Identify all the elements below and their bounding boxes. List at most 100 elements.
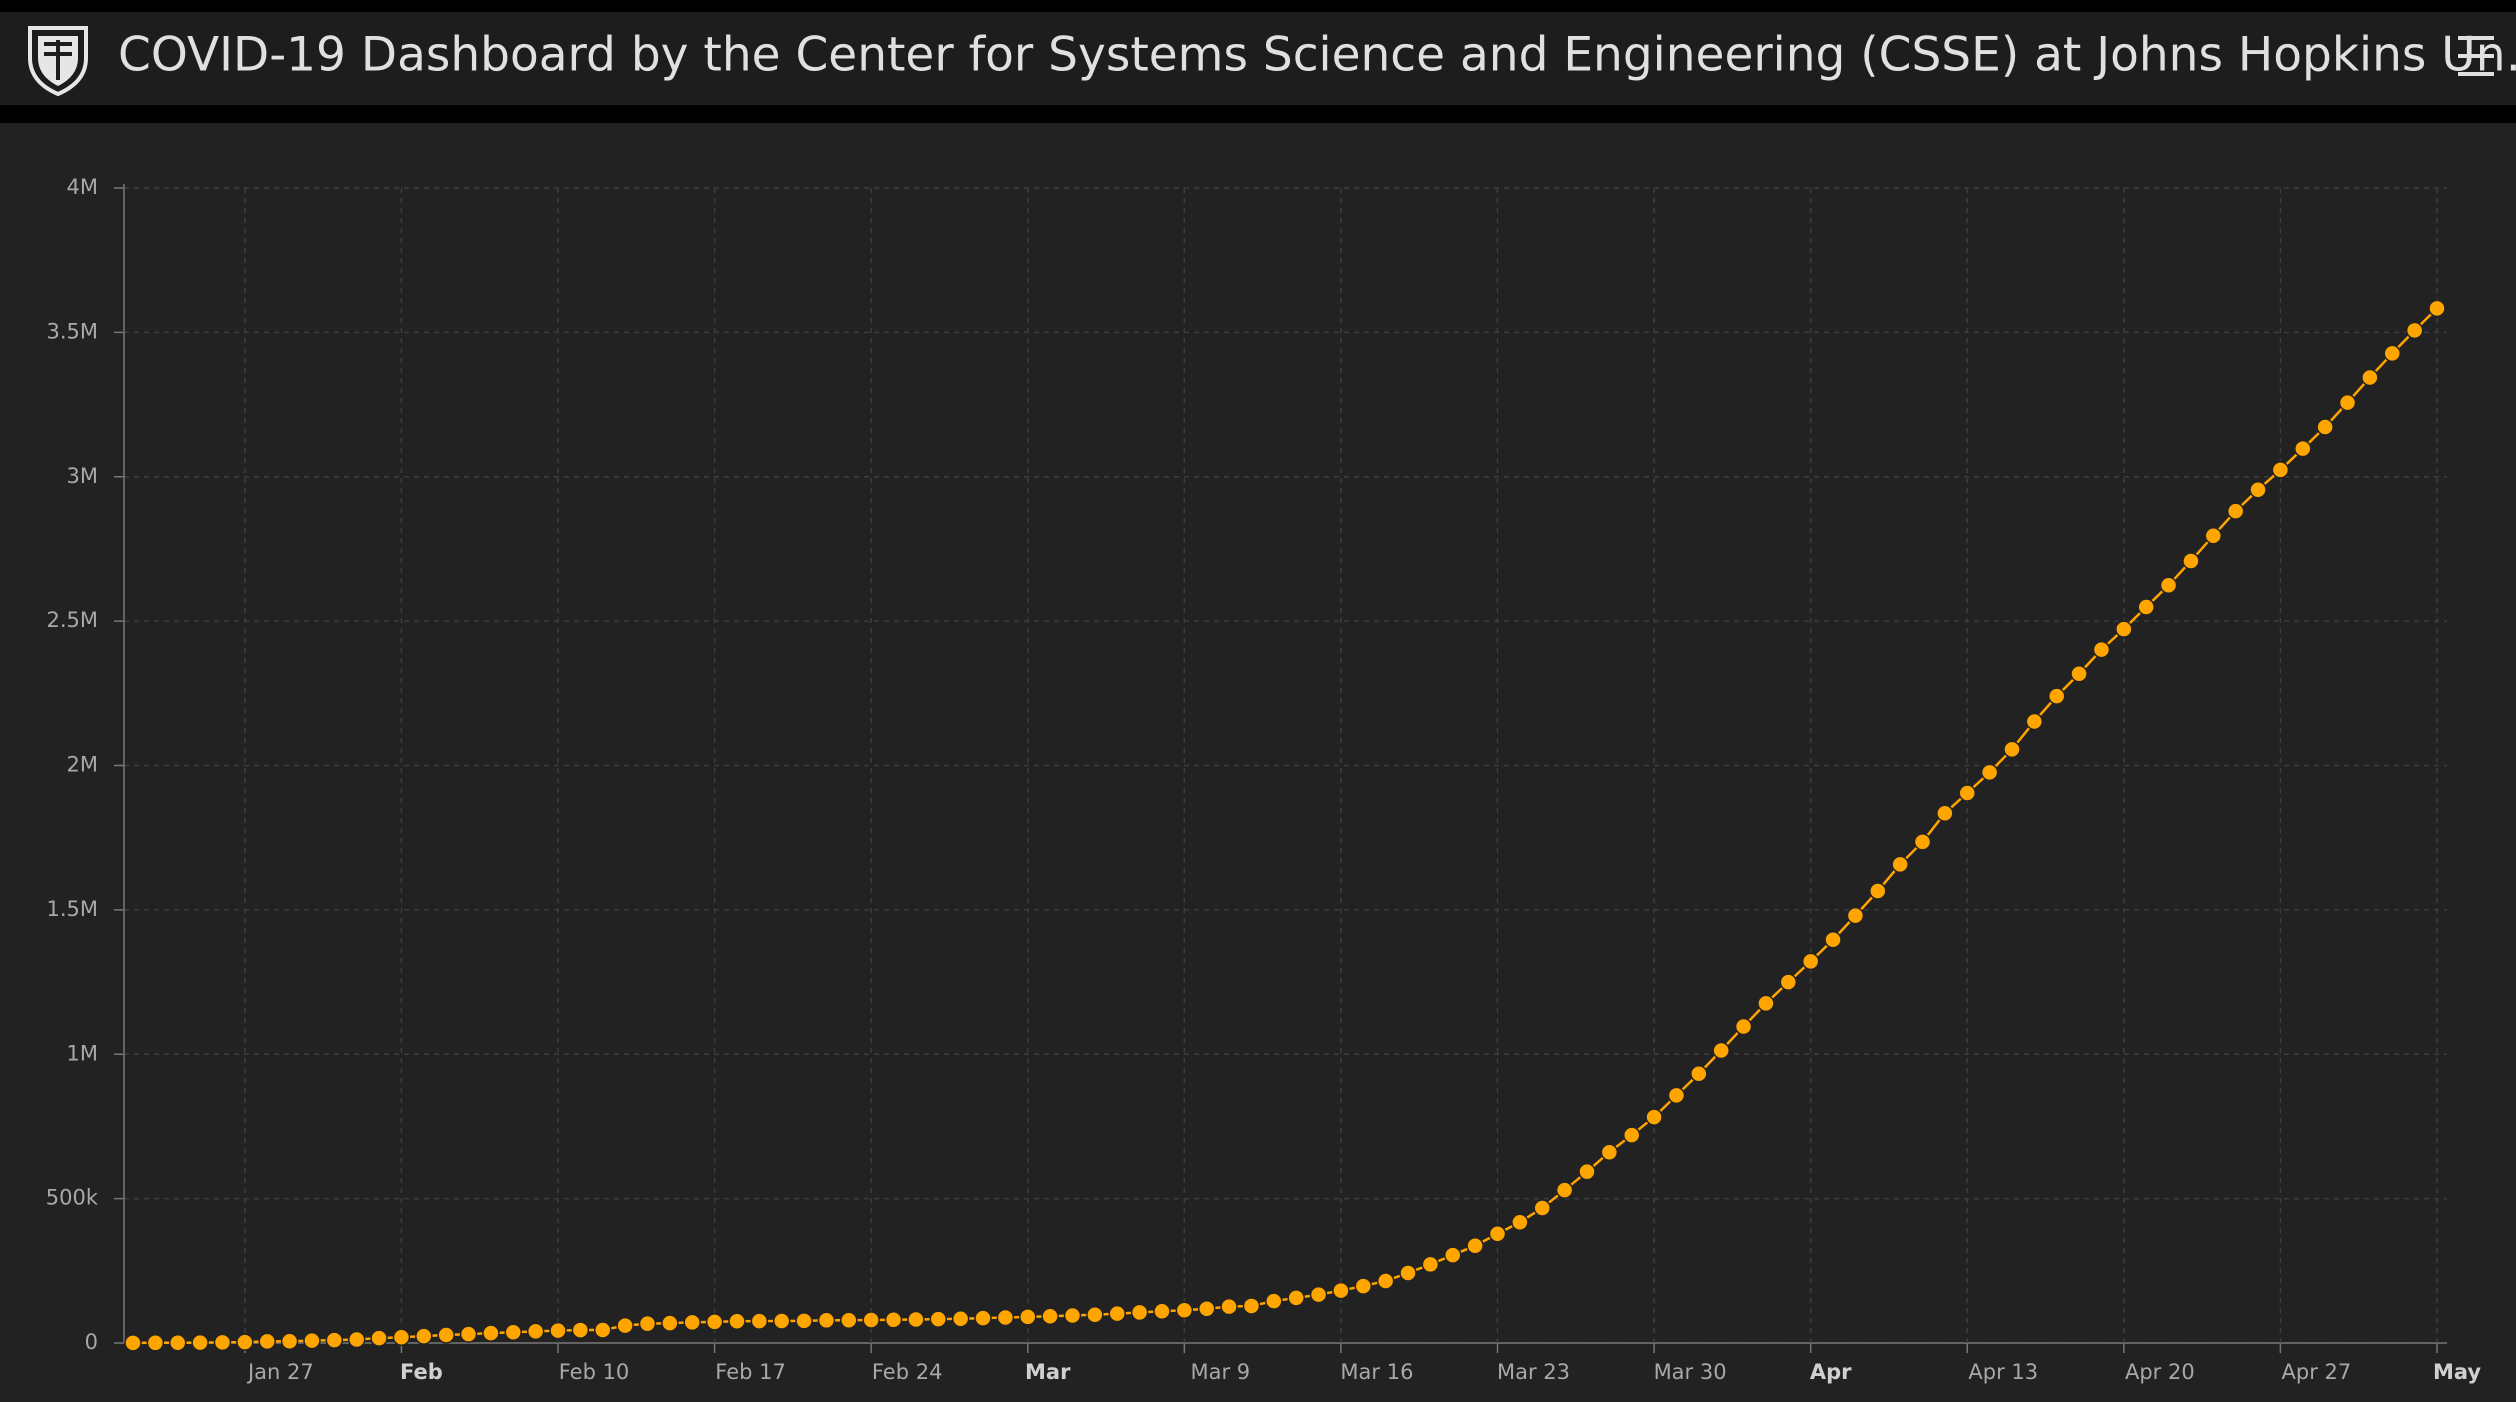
header-separator (0, 105, 2516, 123)
data-point (772, 1312, 791, 1330)
header-title: COVID-19 Dashboard by the Center for Sys… (118, 28, 2516, 83)
data-point (526, 1322, 545, 1341)
data-point (1287, 1289, 1305, 1307)
data-point (2294, 439, 2312, 458)
data-point (504, 1323, 523, 1342)
data-point (236, 1333, 254, 1351)
data-point (2338, 393, 2357, 412)
x-tick-label: Apr 27 (2282, 1360, 2352, 1384)
y-tick-label: 2.5M (46, 608, 98, 632)
data-point (1108, 1304, 1126, 1323)
top-edge (0, 0, 2516, 12)
y-tick-label: 4M (67, 175, 98, 199)
data-point (124, 1334, 142, 1352)
data-point (907, 1310, 925, 1329)
data-point (2003, 740, 2021, 759)
data-point (1734, 1017, 1753, 1036)
x-tick-label: Mar 30 (1654, 1360, 1727, 1384)
data-point (146, 1334, 165, 1352)
x-tick-label: Mar 23 (1497, 1360, 1570, 1384)
data-point (996, 1308, 1015, 1327)
menu-icon[interactable] (2458, 36, 2494, 76)
data-point (280, 1332, 299, 1350)
data-point (1309, 1285, 1328, 1304)
data-point (571, 1321, 590, 1339)
data-point (303, 1331, 321, 1350)
data-point (1712, 1041, 1730, 1060)
data-point (884, 1311, 903, 1329)
data-point (392, 1328, 411, 1347)
data-point (1130, 1303, 1149, 1322)
y-tick-label: 1M (67, 1041, 98, 1065)
data-point (2047, 687, 2066, 705)
data-point (191, 1333, 209, 1352)
data-point (415, 1327, 433, 1345)
data-point (2204, 526, 2223, 545)
data-point (2092, 640, 2111, 659)
data-point (929, 1310, 948, 1328)
x-tick-label: Feb 17 (715, 1360, 786, 1384)
data-point (951, 1309, 970, 1328)
data-point (1846, 906, 1865, 925)
data-point (1197, 1299, 1216, 1318)
data-point (1086, 1305, 1104, 1324)
x-tick-label: Jan 27 (246, 1360, 314, 1384)
data-point (1354, 1277, 1373, 1295)
data-point (2137, 598, 2155, 616)
data-point (2361, 368, 2379, 387)
x-tick-label: Mar (1025, 1360, 1071, 1384)
data-point (974, 1309, 992, 1327)
data-point (1801, 952, 1820, 971)
header-bar (0, 12, 2516, 105)
data-point (795, 1312, 813, 1330)
x-tick-label: Apr (1810, 1360, 1852, 1384)
menu-button[interactable] (2440, 30, 2500, 82)
data-point (705, 1313, 724, 1331)
data-point (1891, 855, 1909, 874)
data-point (2383, 344, 2402, 363)
data-point (750, 1312, 769, 1330)
data-point (2271, 461, 2290, 479)
data-point (728, 1312, 746, 1331)
data-point (1220, 1297, 1238, 1316)
data-point (1444, 1246, 1462, 1264)
x-tick-label: Apr 13 (1968, 1360, 2038, 1384)
data-point (661, 1314, 679, 1332)
x-tick-label: Feb 24 (872, 1360, 943, 1384)
data-point (1757, 994, 1775, 1013)
y-tick-label: 1.5M (46, 897, 98, 921)
y-tick-label: 3M (67, 464, 98, 488)
data-point (347, 1330, 366, 1349)
data-point (549, 1321, 567, 1340)
data-point (437, 1326, 455, 1344)
data-point (168, 1333, 187, 1352)
data-point (1936, 804, 1954, 822)
data-point (616, 1316, 634, 1335)
data-point (1153, 1302, 1171, 1321)
data-point (1175, 1301, 1194, 1319)
data-point (2316, 418, 2334, 436)
data-point (1667, 1086, 1686, 1105)
data-point (1824, 931, 1842, 949)
logo (28, 26, 88, 97)
data-point (1555, 1181, 1574, 1199)
y-tick-label: 2M (67, 753, 98, 777)
data-point (2226, 502, 2245, 520)
data-point (2182, 552, 2200, 570)
data-point (638, 1314, 657, 1333)
y-tick-label: 500k (46, 1186, 99, 1210)
data-point (1645, 1108, 1663, 1126)
data-point (1578, 1162, 1596, 1181)
data-point (1466, 1236, 1484, 1255)
data-point (2115, 620, 2133, 638)
data-point (1533, 1199, 1551, 1217)
data-point (1913, 833, 1932, 851)
data-point (2249, 480, 2267, 499)
x-tick-label: May (2433, 1360, 2481, 1384)
data-point (1980, 763, 1999, 782)
y-tick-label: 0 (85, 1330, 98, 1354)
x-tick-label: Feb 10 (559, 1360, 630, 1384)
data-point (2428, 299, 2446, 318)
